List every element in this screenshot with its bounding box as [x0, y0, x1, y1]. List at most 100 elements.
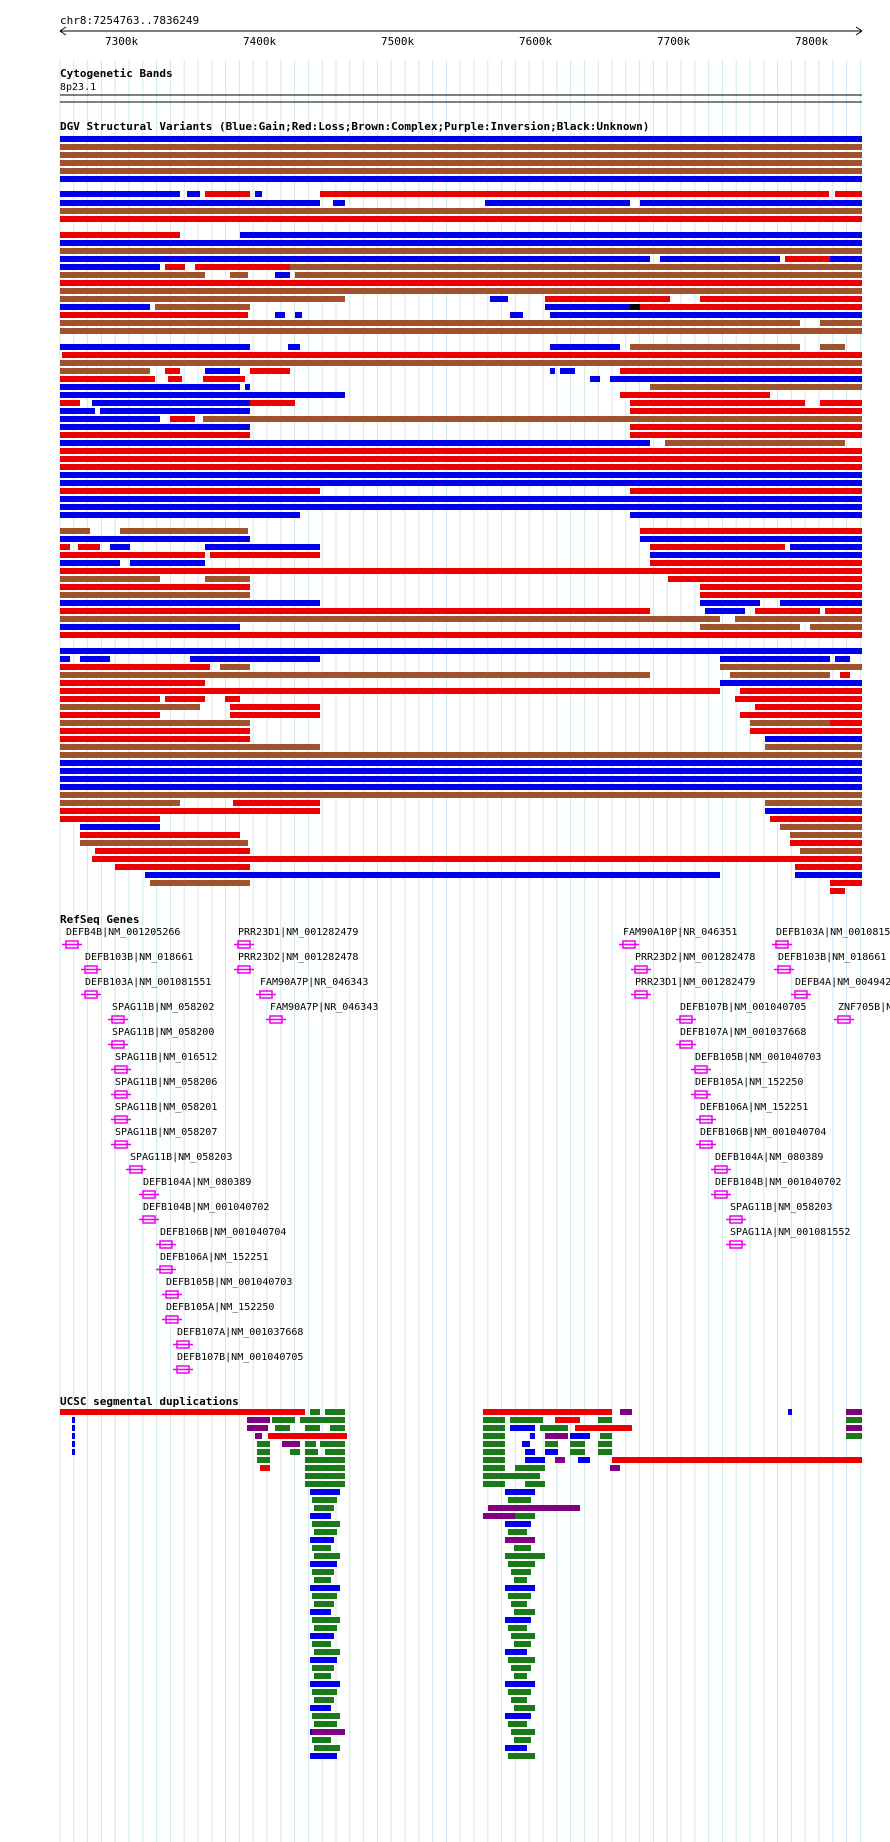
refseq-gene-label[interactable]: SPAG11B|NM_058206 — [115, 1077, 217, 1088]
segdup-feature[interactable] — [312, 1545, 331, 1551]
dgv-variant[interactable] — [630, 432, 862, 438]
dgv-variant[interactable] — [735, 696, 862, 702]
refseq-gene-label[interactable]: DEFB104A|NM_080389 — [715, 1152, 823, 1163]
segdup-feature[interactable] — [508, 1689, 531, 1695]
segdup-feature[interactable] — [620, 1409, 632, 1415]
dgv-variant[interactable] — [630, 344, 800, 350]
dgv-variant[interactable] — [620, 368, 862, 374]
dgv-variant[interactable] — [95, 848, 250, 854]
segdup-feature[interactable] — [312, 1689, 337, 1695]
segdup-feature[interactable] — [483, 1513, 515, 1519]
dgv-variant[interactable] — [165, 264, 185, 270]
dgv-variant[interactable] — [755, 608, 820, 614]
dgv-variant[interactable] — [720, 680, 862, 686]
dgv-variant[interactable] — [80, 656, 110, 662]
dgv-variant[interactable] — [780, 824, 862, 830]
segdup-feature[interactable] — [305, 1449, 318, 1455]
dgv-variant[interactable] — [830, 720, 862, 726]
segdup-feature[interactable] — [511, 1569, 531, 1575]
refseq-gene-label[interactable]: SPAG11B|NM_058207 — [115, 1127, 217, 1138]
segdup-feature[interactable] — [310, 1409, 320, 1415]
dgv-variant[interactable] — [60, 624, 240, 630]
dgv-variant[interactable] — [150, 880, 250, 886]
refseq-gene-label[interactable]: FAM90A7P|NR_046343 — [260, 977, 368, 988]
dgv-variant[interactable] — [640, 200, 650, 206]
dgv-variant[interactable] — [795, 872, 862, 878]
dgv-variant[interactable] — [790, 544, 862, 550]
refseq-gene-list[interactable]: DEFB4B|NM_001205266 DEFB103B|NM_018661 DEF… — [62, 927, 890, 1374]
dgv-variant[interactable] — [60, 744, 320, 750]
refseq-gene-label[interactable]: FAM90A7P|NR_046343 — [270, 1002, 378, 1013]
refseq-gene-label[interactable]: DEFB104A|NM_080389 — [143, 1177, 251, 1188]
segdup-feature[interactable] — [505, 1745, 527, 1751]
dgv-variant[interactable] — [820, 400, 862, 406]
dgv-variant[interactable] — [750, 728, 862, 734]
dgv-variant[interactable] — [60, 496, 862, 502]
segdup-features[interactable] — [60, 1409, 862, 1759]
segdup-feature[interactable] — [525, 1457, 545, 1463]
dgv-variant[interactable] — [60, 440, 650, 446]
refseq-gene-label[interactable]: SPAG11B|NM_016512 — [115, 1052, 217, 1063]
segdup-feature[interactable] — [508, 1625, 527, 1631]
dgv-variant[interactable] — [168, 376, 182, 382]
segdup-feature[interactable] — [540, 1425, 568, 1431]
dgv-variant[interactable] — [60, 144, 862, 150]
segdup-feature[interactable] — [514, 1641, 531, 1647]
refseq-gene-label[interactable]: DEFB103A|NM_0010815 — [776, 927, 890, 938]
refseq-gene-label[interactable]: PRR23D2|NM_001282478 — [635, 952, 755, 963]
dgv-variant[interactable] — [92, 856, 862, 862]
dgv-variant[interactable] — [650, 544, 785, 550]
segdup-feature[interactable] — [570, 1449, 585, 1455]
dgv-variant[interactable] — [60, 784, 862, 790]
segdup-feature[interactable] — [314, 1505, 334, 1511]
dgv-variant[interactable] — [60, 232, 180, 238]
dgv-variant[interactable] — [830, 888, 845, 894]
dgv-variant[interactable] — [810, 624, 862, 630]
dgv-variant[interactable] — [60, 328, 862, 334]
dgv-variant[interactable] — [60, 160, 862, 166]
dgv-variant[interactable] — [765, 800, 862, 806]
segdup-feature[interactable] — [72, 1449, 75, 1455]
segdup-feature[interactable] — [505, 1489, 535, 1495]
dgv-variant[interactable] — [275, 312, 285, 318]
dgv-variant[interactable] — [60, 608, 650, 614]
segdup-feature[interactable] — [310, 1585, 340, 1591]
dgv-variant[interactable] — [60, 648, 862, 654]
dgv-variant[interactable] — [545, 296, 670, 302]
dgv-variant[interactable] — [60, 480, 862, 486]
dgv-variant[interactable] — [630, 424, 862, 430]
dgv-variant[interactable] — [60, 256, 650, 262]
dgv-variant[interactable] — [60, 800, 180, 806]
segdup-feature[interactable] — [483, 1465, 505, 1471]
segdup-feature[interactable] — [510, 1417, 543, 1423]
segdup-feature[interactable] — [72, 1425, 75, 1431]
dgv-variant[interactable] — [60, 176, 862, 182]
dgv-variant[interactable] — [60, 768, 862, 774]
dgv-variant[interactable] — [180, 416, 195, 422]
dgv-variant[interactable] — [60, 424, 250, 430]
segdup-feature[interactable] — [530, 1433, 535, 1439]
segdup-feature[interactable] — [508, 1561, 535, 1567]
dgv-variant[interactable] — [770, 816, 862, 822]
dgv-variant[interactable] — [203, 416, 862, 422]
dgv-variant[interactable] — [60, 776, 862, 782]
dgv-variant[interactable] — [60, 560, 120, 566]
dgv-variant[interactable] — [288, 344, 300, 350]
dgv-variant[interactable] — [120, 528, 248, 534]
refseq-gene-label[interactable]: PRR23D1|NM_001282479 — [238, 927, 358, 938]
dgv-variant[interactable] — [92, 400, 250, 406]
segdup-feature[interactable] — [314, 1625, 337, 1631]
dgv-variant[interactable] — [165, 368, 180, 374]
segdup-feature[interactable] — [511, 1601, 527, 1607]
dgv-variant[interactable] — [60, 272, 205, 278]
segdup-feature[interactable] — [312, 1497, 337, 1503]
dgv-variant[interactable] — [545, 304, 630, 310]
segdup-feature[interactable] — [483, 1449, 505, 1455]
segdup-feature[interactable] — [612, 1457, 862, 1463]
segdup-feature[interactable] — [314, 1529, 337, 1535]
segdup-feature[interactable] — [260, 1465, 270, 1471]
dgv-variant[interactable] — [60, 672, 650, 678]
segdup-feature[interactable] — [514, 1545, 531, 1551]
segdup-feature[interactable] — [483, 1417, 505, 1423]
segdup-feature[interactable] — [310, 1561, 337, 1567]
